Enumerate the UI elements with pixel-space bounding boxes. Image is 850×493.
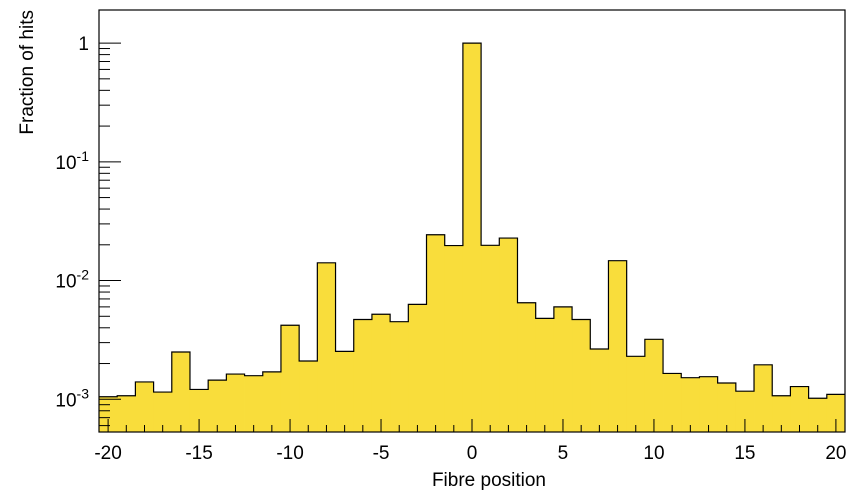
histogram-bar xyxy=(226,374,245,432)
y-tick-label: 1 xyxy=(78,34,89,55)
histogram-bar xyxy=(553,306,573,432)
y-tick-label: 10-3 xyxy=(55,385,89,411)
histogram-bar xyxy=(735,391,755,432)
histogram-bar xyxy=(335,351,355,432)
histogram-bar xyxy=(663,373,682,432)
histogram-bar xyxy=(280,325,300,432)
y-axis-tick-labels: 1 10-1 10-2 10-3 xyxy=(55,34,89,411)
x-tick-label: 10 xyxy=(643,443,664,464)
x-axis-ticks xyxy=(107,419,837,432)
y-tick-label: 10-2 xyxy=(55,267,89,293)
histogram-bar xyxy=(699,376,719,432)
x-tick-label: 15 xyxy=(734,443,755,464)
histogram-bar xyxy=(590,349,609,432)
histogram-bars xyxy=(99,43,846,432)
histogram-bar xyxy=(299,361,318,432)
x-axis-title: Fibre position xyxy=(432,470,546,491)
x-tick-label: 20 xyxy=(825,443,846,464)
x-tick-label: -15 xyxy=(185,443,212,464)
x-tick-label: -10 xyxy=(276,443,303,464)
histogram-bar xyxy=(644,339,664,432)
histogram-bar xyxy=(808,398,828,432)
histogram-bar xyxy=(626,356,646,432)
histogram-bar xyxy=(208,380,227,432)
histogram-bar xyxy=(189,389,209,432)
histogram-bar xyxy=(444,245,464,432)
histogram-bar xyxy=(772,395,791,432)
histogram-outline xyxy=(99,42,845,399)
histogram-bar xyxy=(517,302,537,432)
histogram-bar xyxy=(481,245,500,432)
histogram-bar xyxy=(99,396,118,432)
histogram-bar xyxy=(262,371,282,432)
histogram-bar xyxy=(499,238,518,432)
histogram-bar xyxy=(390,321,409,432)
histogram-bar xyxy=(135,381,154,432)
histogram-bar xyxy=(754,364,773,432)
x-tick-label: -5 xyxy=(373,443,390,464)
histogram-bar xyxy=(244,375,264,432)
histogram-bar xyxy=(826,394,846,432)
histogram-bar xyxy=(171,352,191,432)
histogram-bar xyxy=(572,319,591,432)
histogram-bar xyxy=(153,392,173,432)
x-tick-label: -20 xyxy=(94,443,121,464)
histogram-bar xyxy=(371,314,391,432)
histogram-bar xyxy=(790,386,810,432)
histogram-bar xyxy=(426,234,446,432)
y-axis-title: Fraction of hits xyxy=(17,10,38,135)
histogram-bar xyxy=(717,383,737,432)
histogram-bar xyxy=(408,304,427,432)
histogram-bar xyxy=(353,319,373,432)
histogram-bar xyxy=(681,377,700,432)
x-tick-label: 0 xyxy=(467,443,478,464)
y-tick-label: 10-1 xyxy=(55,148,89,174)
histogram-bar xyxy=(608,260,628,432)
histogram-bar xyxy=(462,43,482,432)
x-axis-tick-labels: -20 -15 -10 -5 0 5 10 15 20 xyxy=(94,443,846,464)
histogram-bar xyxy=(535,318,555,432)
histogram-bar xyxy=(117,395,136,432)
x-tick-label: 5 xyxy=(558,443,569,464)
y-axis-ticks xyxy=(99,42,121,427)
histogram-bar xyxy=(317,262,336,432)
